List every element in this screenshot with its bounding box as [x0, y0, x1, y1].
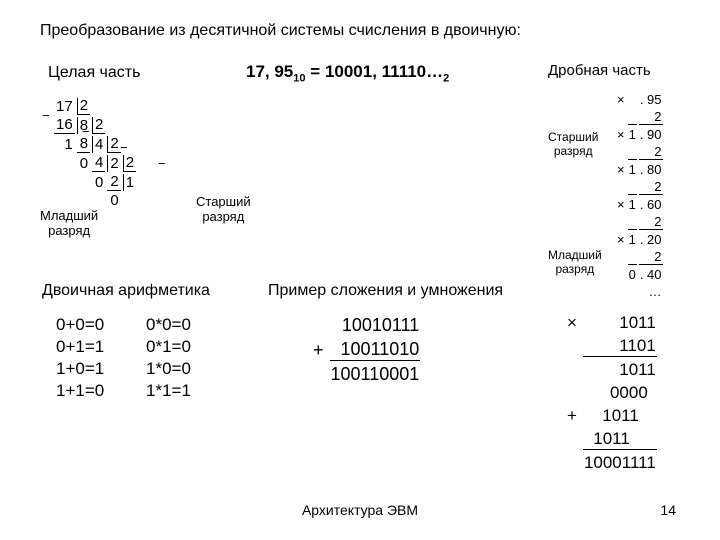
cell: . 80	[639, 162, 663, 177]
cell: 0	[77, 155, 90, 172]
cell: . 40	[639, 267, 663, 282]
multiplication-example: × 1011 1101 1011 0000 + 1011 1011 100011…	[564, 310, 659, 475]
arith-label: Двоичная арифметика	[42, 282, 210, 300]
cell: ×	[616, 162, 626, 177]
rule: 1+0=1	[56, 358, 104, 380]
cell: 2	[123, 155, 136, 172]
page-title: Преобразование из десятичной системы счи…	[40, 22, 521, 40]
plus-icon: +	[312, 338, 328, 361]
example-label: Пример сложения и умножения	[268, 282, 503, 300]
cell: 10001111	[583, 452, 657, 473]
cell: 1	[628, 197, 637, 212]
cell	[628, 92, 637, 107]
cell: 2	[107, 155, 120, 172]
multiplication-rules: 0*0=0 0*1=0 1*0=0 1*1=1	[146, 314, 191, 402]
cell: 1011	[583, 359, 657, 380]
cell: 2	[107, 136, 120, 153]
addition-example: 10010111 + 10011010 100110001	[310, 312, 422, 387]
cell: 100110001	[330, 363, 421, 385]
conversion-equation: 17, 9510 = 10001, 11110…2	[246, 62, 449, 84]
cell: 0	[107, 193, 120, 209]
page-number: 14	[660, 502, 676, 518]
cell: 1011	[583, 428, 657, 450]
cell: 2	[639, 179, 663, 195]
cell: . 95	[639, 92, 663, 107]
footer-title: Архитектура ЭВМ	[0, 502, 720, 518]
cell: 1101	[583, 335, 657, 357]
cell: …	[639, 284, 663, 299]
cell: 2	[639, 249, 663, 265]
senior-bit-label-left: Старший разряд	[196, 194, 251, 224]
rule: 1+1=0	[56, 380, 104, 402]
cell: 1	[628, 162, 637, 177]
cell: 1	[123, 174, 136, 191]
minus-icon: −	[82, 124, 90, 139]
cell: . 90	[639, 127, 663, 142]
eq-lhs-base: 10	[293, 72, 305, 84]
cell: 1	[628, 127, 637, 142]
minus-icon: −	[120, 140, 128, 155]
cell: 1	[54, 136, 75, 153]
minus-icon: −	[42, 108, 50, 123]
junior-bit-label-right: Младший разряд	[548, 248, 602, 276]
rule: 0+1=1	[56, 336, 104, 358]
frac-part-label: Дробная часть	[548, 62, 651, 79]
eq-lhs-num: 17, 95	[246, 62, 293, 81]
cell: 16	[54, 117, 75, 134]
cell: 4	[92, 136, 105, 153]
cell: . 60	[639, 197, 663, 212]
cell: 2	[639, 214, 663, 230]
cell: 2	[639, 144, 663, 160]
times-icon: ×	[566, 312, 581, 333]
cell: ×	[616, 127, 626, 142]
cell: 1011	[583, 405, 657, 426]
cell: . 20	[639, 232, 663, 247]
frac-table: ×. 95 2 ×1. 90 2 ×1. 80 2 ×1. 60 2 ×1. 2…	[614, 90, 665, 301]
cell: ×	[616, 232, 626, 247]
rule: 0+0=0	[56, 314, 104, 336]
int-part-label: Целая часть	[48, 64, 140, 82]
cell: 0	[628, 267, 637, 282]
eq-rhs-num: 10001, 11110…	[325, 62, 443, 81]
eq-eq: =	[306, 62, 325, 81]
cell: 17	[54, 98, 75, 115]
cell: 2	[92, 117, 105, 134]
cell: 2	[77, 98, 90, 115]
cell: ×	[616, 92, 626, 107]
rule: 1*1=1	[146, 380, 191, 402]
eq-rhs-base: 2	[443, 72, 449, 84]
cell: 0	[92, 174, 105, 191]
cell: 2	[107, 174, 120, 191]
addition-rules: 0+0=0 0+1=1 1+0=1 1+1=0	[56, 314, 104, 402]
cell: 1011	[583, 312, 657, 333]
cell: 1	[628, 232, 637, 247]
senior-bit-label-right: Старший разряд	[548, 130, 598, 158]
rule: 0*0=0	[146, 314, 191, 336]
minus-icon: −	[158, 156, 166, 171]
cell: 10011010	[330, 338, 421, 361]
rule: 1*0=0	[146, 358, 191, 380]
plus-icon: +	[566, 405, 581, 426]
frac-multiplication: ×. 95 2 ×1. 90 2 ×1. 80 2 ×1. 60 2 ×1. 2…	[614, 90, 665, 301]
cell: 0000	[583, 382, 657, 403]
cell: 4	[92, 155, 105, 172]
cell: 2	[639, 109, 663, 125]
rule: 0*1=0	[146, 336, 191, 358]
junior-bit-label-left: Младший разряд	[40, 208, 98, 238]
cell: 10010111	[330, 314, 421, 336]
int-division-cascade: − − − − 17 2 16 8 2 1 8 4 2 0 4 2 2	[52, 96, 138, 211]
cell: ×	[616, 197, 626, 212]
